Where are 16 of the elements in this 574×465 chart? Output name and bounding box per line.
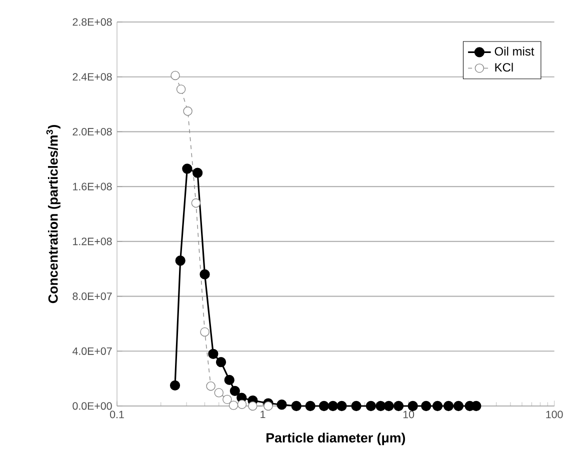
y-tick-label: 4.0E+07 [72, 347, 112, 355]
x-tick-label: 0.1 [110, 410, 124, 418]
y-tick-label: 8.0E+07 [72, 292, 112, 300]
y-tick-label: 2.4E+08 [72, 73, 112, 81]
y-tick-label: 0.0E+00 [72, 402, 112, 410]
x-tick-label: 100 [546, 410, 563, 418]
legend-label: Oil mist [494, 46, 534, 56]
y-axis-title: Concentration (particles/m$^{3}$) [46, 125, 60, 304]
y-tick-label: 2.0E+08 [72, 128, 112, 136]
x-tick-label: 1 [260, 410, 266, 418]
y-tick-label: 1.6E+08 [73, 182, 112, 190]
x-axis-title: Particle diameter (μm) [266, 432, 406, 446]
y-tick-label: 2.8E+08 [72, 18, 112, 26]
x-tick-label: 10 [403, 410, 414, 418]
legend-label: KCl [495, 62, 513, 72]
y-tick-label: 1.2E+08 [73, 238, 112, 246]
